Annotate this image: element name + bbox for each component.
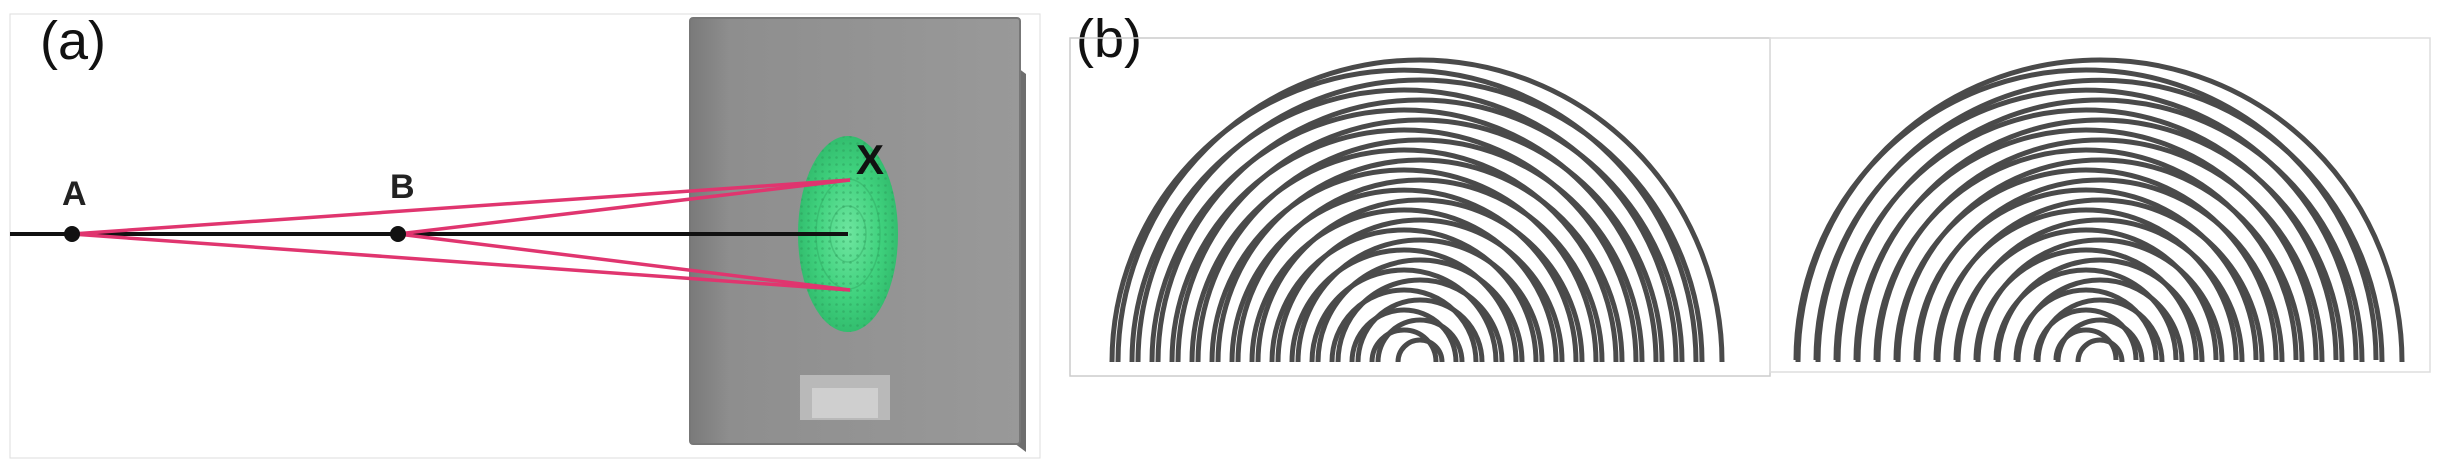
wave-pattern-left [1112,60,1722,362]
point-a-label: A [62,175,87,213]
point-x-label: X [856,136,884,183]
panel-a: A B X [10,14,1040,458]
wave-pattern-right [1796,60,2402,362]
point-b-label: B [390,168,415,206]
point-b-marker [390,226,406,242]
point-a-marker [64,226,80,242]
panel-b [1070,38,2430,376]
